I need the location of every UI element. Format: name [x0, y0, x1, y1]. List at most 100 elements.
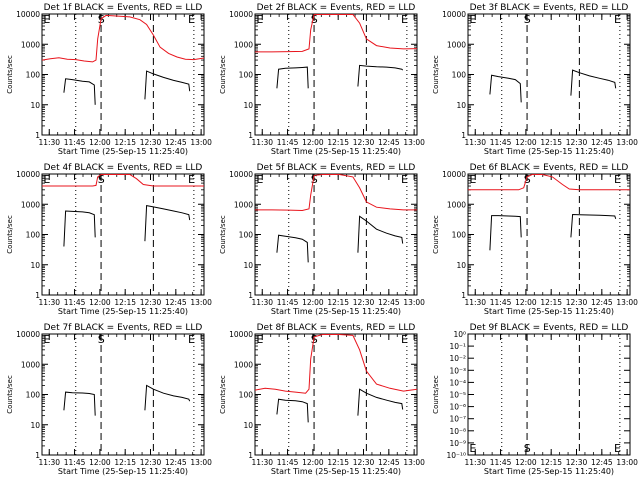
y-tick-label: 1000	[21, 360, 40, 369]
marker-label: E	[256, 333, 263, 346]
marker-label: E	[401, 333, 408, 346]
y-tick-label: 1000	[447, 200, 466, 209]
marker-label: E	[43, 173, 50, 186]
x-tick-label: 13:00	[190, 458, 212, 467]
y-tick-label: 100	[239, 231, 254, 240]
marker-label: E	[188, 13, 195, 26]
x-tick-label: 12:45	[165, 298, 187, 307]
y-axis-label: Counts/sec	[219, 55, 227, 94]
x-tick-label: 13:00	[616, 458, 638, 467]
x-tick-label: 13:00	[190, 298, 212, 307]
marker-label: S	[524, 442, 531, 455]
events-series-line	[570, 69, 617, 96]
y-tick-label: 10⁻⁹	[449, 439, 466, 448]
y-tick-label: 1000	[234, 40, 253, 49]
x-tick-label: 12:30	[353, 298, 375, 307]
y-tick-label: 10	[456, 261, 466, 270]
y-tick-label: 10⁰	[453, 330, 466, 339]
x-tick-label: 12:30	[353, 458, 375, 467]
y-tick-label: 10⁻²	[449, 354, 466, 363]
x-tick-label: 12:15	[540, 138, 562, 147]
marker-label: E	[469, 13, 476, 26]
events-series-line	[357, 215, 404, 253]
events-series-line	[276, 66, 309, 89]
chart-title: Det 3f BLACK = Events, RED = LLD	[470, 3, 629, 13]
x-tick-label: 12:00	[302, 138, 324, 147]
x-axis-label: Start Time (25-Sep-15 11:25:40)	[484, 307, 614, 316]
x-tick-label: 11:45	[490, 138, 512, 147]
x-tick-label: 13:00	[403, 458, 425, 467]
x-tick-label: 12:00	[515, 458, 537, 467]
y-tick-label: 1	[35, 291, 40, 300]
events-series-line	[489, 74, 522, 103]
events-series-line	[144, 205, 191, 242]
chart-title: Det 8f BLACK = Events, RED = LLD	[257, 323, 416, 333]
x-tick-label: 11:45	[277, 458, 299, 467]
y-tick-label: 10⁻³	[449, 366, 466, 375]
marker-label: S	[524, 13, 531, 26]
x-tick-label: 11:30	[464, 138, 486, 147]
x-tick-label: 12:00	[515, 298, 537, 307]
y-axis-label: Counts/sec	[219, 375, 227, 414]
x-tick-label: 12:15	[540, 458, 562, 467]
marker-label: E	[256, 13, 263, 26]
x-tick-label: 12:45	[165, 138, 187, 147]
y-tick-label: 1	[248, 291, 253, 300]
y-tick-label: 10⁻⁴	[449, 378, 466, 387]
y-tick-label: 1	[35, 131, 40, 140]
x-tick-label: 12:45	[165, 458, 187, 467]
y-tick-label: 10⁻¹	[449, 342, 466, 351]
y-tick-label: 10000	[229, 330, 253, 339]
marker-label: S	[98, 333, 105, 346]
y-tick-label: 10000	[442, 170, 466, 179]
events-series-line	[276, 234, 309, 263]
x-tick-label: 12:15	[327, 298, 349, 307]
x-tick-label: 12:45	[591, 298, 613, 307]
y-axis-label: Counts/sec	[432, 215, 440, 254]
y-tick-label: 10⁻⁸	[449, 427, 466, 436]
x-tick-label: 11:30	[464, 298, 486, 307]
chart-panel: Det 8f BLACK = Events, RED = LLD 1 10 100 10…	[219, 323, 425, 476]
lld-series-line	[41, 14, 205, 63]
marker-label: E	[401, 13, 408, 26]
events-series-line	[489, 215, 522, 251]
x-tick-label: 13:00	[616, 138, 638, 147]
marker-label: E	[469, 173, 476, 186]
chart-title: Det 4f BLACK = Events, RED = LLD	[44, 163, 203, 173]
x-tick-label: 11:45	[490, 458, 512, 467]
marker-label: E	[188, 173, 195, 186]
lld-series-line	[254, 334, 418, 394]
y-tick-label: 100	[452, 71, 467, 80]
y-tick-label: 100	[239, 391, 254, 400]
chart-panel: Det 1f BLACK = Events, RED = LLD 1 10 100 10…	[6, 3, 212, 156]
events-series-line	[144, 384, 191, 411]
x-axis-label: Start Time (25-Sep-15 11:25:40)	[271, 307, 401, 316]
marker-label: E	[614, 173, 621, 186]
x-tick-label: 12:45	[378, 298, 400, 307]
x-tick-label: 11:30	[38, 298, 60, 307]
x-tick-label: 11:30	[38, 138, 60, 147]
x-tick-label: 12:30	[140, 138, 162, 147]
y-tick-label: 1	[461, 291, 466, 300]
x-axis-label: Start Time (25-Sep-15 11:25:40)	[271, 467, 401, 476]
y-tick-label: 100	[452, 231, 467, 240]
y-tick-label: 10000	[229, 10, 253, 19]
chart-title: Det 1f BLACK = Events, RED = LLD	[44, 3, 203, 13]
lld-series-line	[468, 174, 630, 191]
y-axis-label: Counts/sec	[6, 215, 14, 254]
marker-label: E	[43, 333, 50, 346]
chart-title: Det 7f BLACK = Events, RED = LLD	[44, 323, 203, 333]
y-tick-label: 1000	[447, 40, 466, 49]
plot-frame	[467, 13, 631, 136]
x-tick-label: 11:45	[277, 138, 299, 147]
plot-frame	[254, 13, 418, 136]
y-tick-label: 100	[239, 71, 254, 80]
y-tick-label: 1	[248, 451, 253, 460]
marker-label: E	[256, 173, 263, 186]
x-tick-label: 11:30	[251, 298, 273, 307]
events-series-line	[144, 70, 191, 100]
x-axis-label: Start Time (25-Sep-15 11:25:40)	[58, 307, 188, 316]
y-tick-label: 10000	[442, 10, 466, 19]
y-tick-label: 10⁻⁷	[449, 415, 466, 424]
